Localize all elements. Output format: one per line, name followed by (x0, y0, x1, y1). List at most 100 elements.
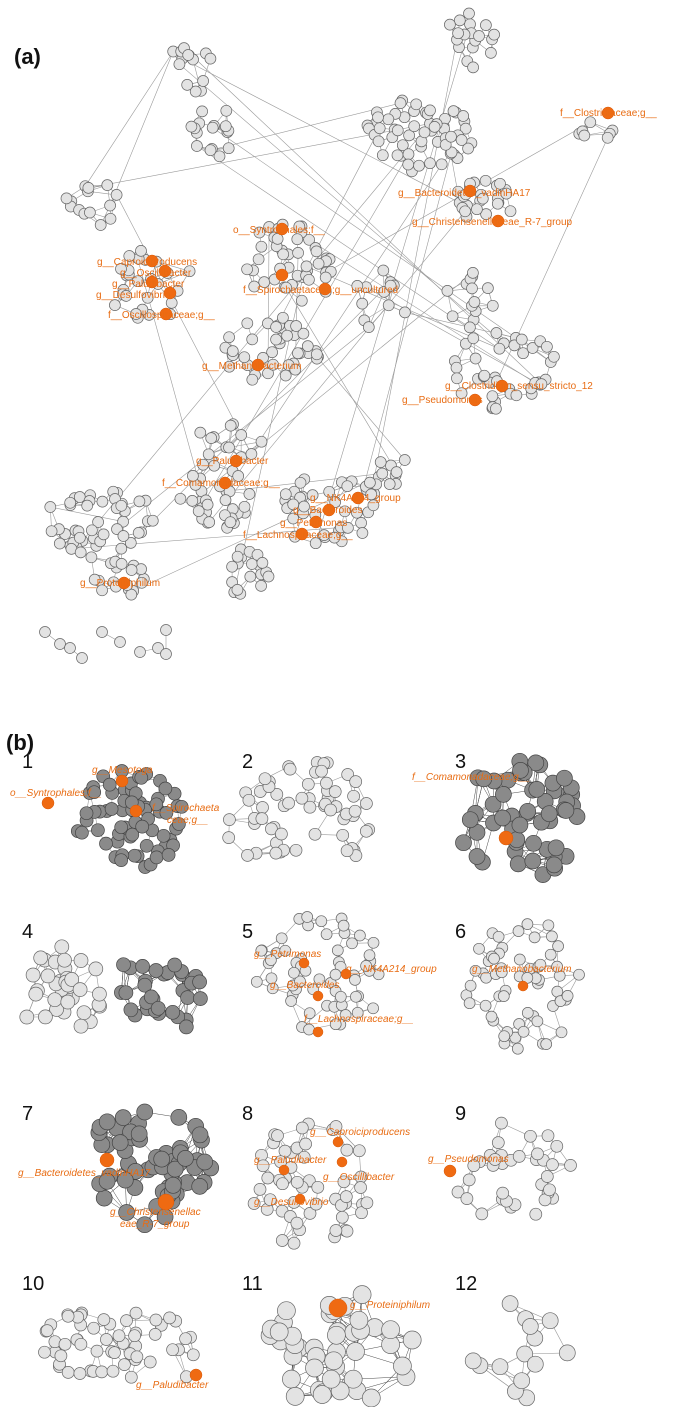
network-node (102, 777, 117, 792)
network-node (336, 828, 350, 842)
hl-label: g__Paludibacter (112, 279, 185, 290)
network-node (94, 219, 107, 231)
network-node (76, 652, 88, 664)
network-node (244, 570, 257, 583)
network-node (73, 1018, 89, 1034)
network-node (340, 1143, 354, 1157)
network-node (101, 179, 114, 191)
network-node (222, 831, 236, 844)
highlight-node (498, 830, 514, 846)
network-edge (368, 291, 385, 328)
network-node (100, 1333, 113, 1346)
network-node (97, 528, 110, 541)
network-node (44, 501, 57, 513)
network-node (311, 1180, 325, 1194)
network-node (295, 1121, 309, 1135)
network-node (455, 834, 472, 852)
network-node (73, 953, 89, 968)
network-node (134, 646, 146, 658)
network-node (445, 130, 457, 143)
network-node (205, 432, 218, 444)
network-node (479, 174, 492, 187)
hl-label: f__Spirochaeta (152, 803, 220, 814)
network-node (473, 942, 485, 955)
network-node (556, 769, 573, 787)
network-node (391, 124, 404, 137)
network-node (130, 1350, 144, 1364)
network-node (352, 1144, 366, 1158)
network-node (453, 14, 466, 27)
network-edge (179, 63, 505, 344)
network-node (203, 516, 216, 528)
network-node (58, 1337, 72, 1351)
network-node (447, 105, 460, 117)
network-node (511, 1042, 524, 1055)
network-node (402, 148, 415, 161)
network-node (364, 476, 376, 489)
network-node (112, 1329, 126, 1343)
network-node (269, 1322, 289, 1342)
network-node (192, 505, 205, 517)
network-node (403, 129, 415, 142)
network-node (53, 537, 66, 550)
network-node (303, 800, 317, 814)
network-node (243, 488, 256, 500)
network-node (348, 804, 362, 818)
network-node (193, 991, 208, 1006)
network-node (246, 333, 259, 346)
network-node (356, 297, 369, 310)
network-node (301, 777, 315, 791)
network-node (398, 454, 411, 466)
network-node (463, 7, 475, 20)
network-node (471, 203, 483, 216)
hl-label: o__Syntrophales;f__ (233, 225, 325, 236)
network-node (104, 802, 119, 816)
network-node (346, 1342, 365, 1361)
network-node (526, 1355, 544, 1373)
network-node (82, 182, 95, 194)
panel-a-label: (a) (14, 44, 41, 69)
network-node (135, 245, 147, 257)
network-node (455, 387, 468, 400)
network-node (515, 333, 528, 346)
hl-label: f__Clostridiaceae;g__ (560, 108, 657, 119)
network-node (33, 950, 49, 966)
network-node (509, 855, 527, 873)
network-node (493, 342, 506, 355)
network-node (550, 1139, 564, 1153)
network-node (135, 819, 150, 834)
network-node (279, 369, 292, 382)
cluster-number: 12 (455, 1273, 477, 1295)
network-node (192, 974, 207, 990)
network-edge (116, 194, 252, 455)
network-node (197, 75, 209, 87)
network-node (174, 492, 187, 505)
network-node (455, 134, 468, 146)
network-node (246, 373, 259, 386)
network-node (548, 350, 560, 363)
network-node (54, 939, 70, 955)
network-node (546, 1158, 559, 1171)
cluster-number: 5 (242, 921, 253, 943)
network-node (495, 786, 512, 803)
network-node (435, 158, 448, 171)
hl-label: g__Christensenellac (110, 1207, 201, 1218)
network-node (75, 825, 89, 840)
network-node (191, 140, 203, 152)
network-node (573, 968, 585, 981)
network-node (355, 517, 367, 529)
network-edge (110, 281, 391, 564)
network-node (287, 1236, 301, 1250)
network-node (301, 911, 314, 923)
network-node (372, 135, 385, 148)
hl-label: g__Oscillibacter (323, 1172, 395, 1183)
hl-label: g__Proteiniphilum (350, 1300, 430, 1311)
network-node (131, 275, 144, 288)
network-node (557, 802, 575, 819)
network-node (256, 801, 269, 814)
network-node (377, 264, 390, 277)
hl-label: f__Lachnospiraceae;g__ (304, 1014, 414, 1025)
network-node (114, 820, 129, 835)
network-node (290, 1216, 304, 1230)
network-node (95, 1189, 113, 1207)
